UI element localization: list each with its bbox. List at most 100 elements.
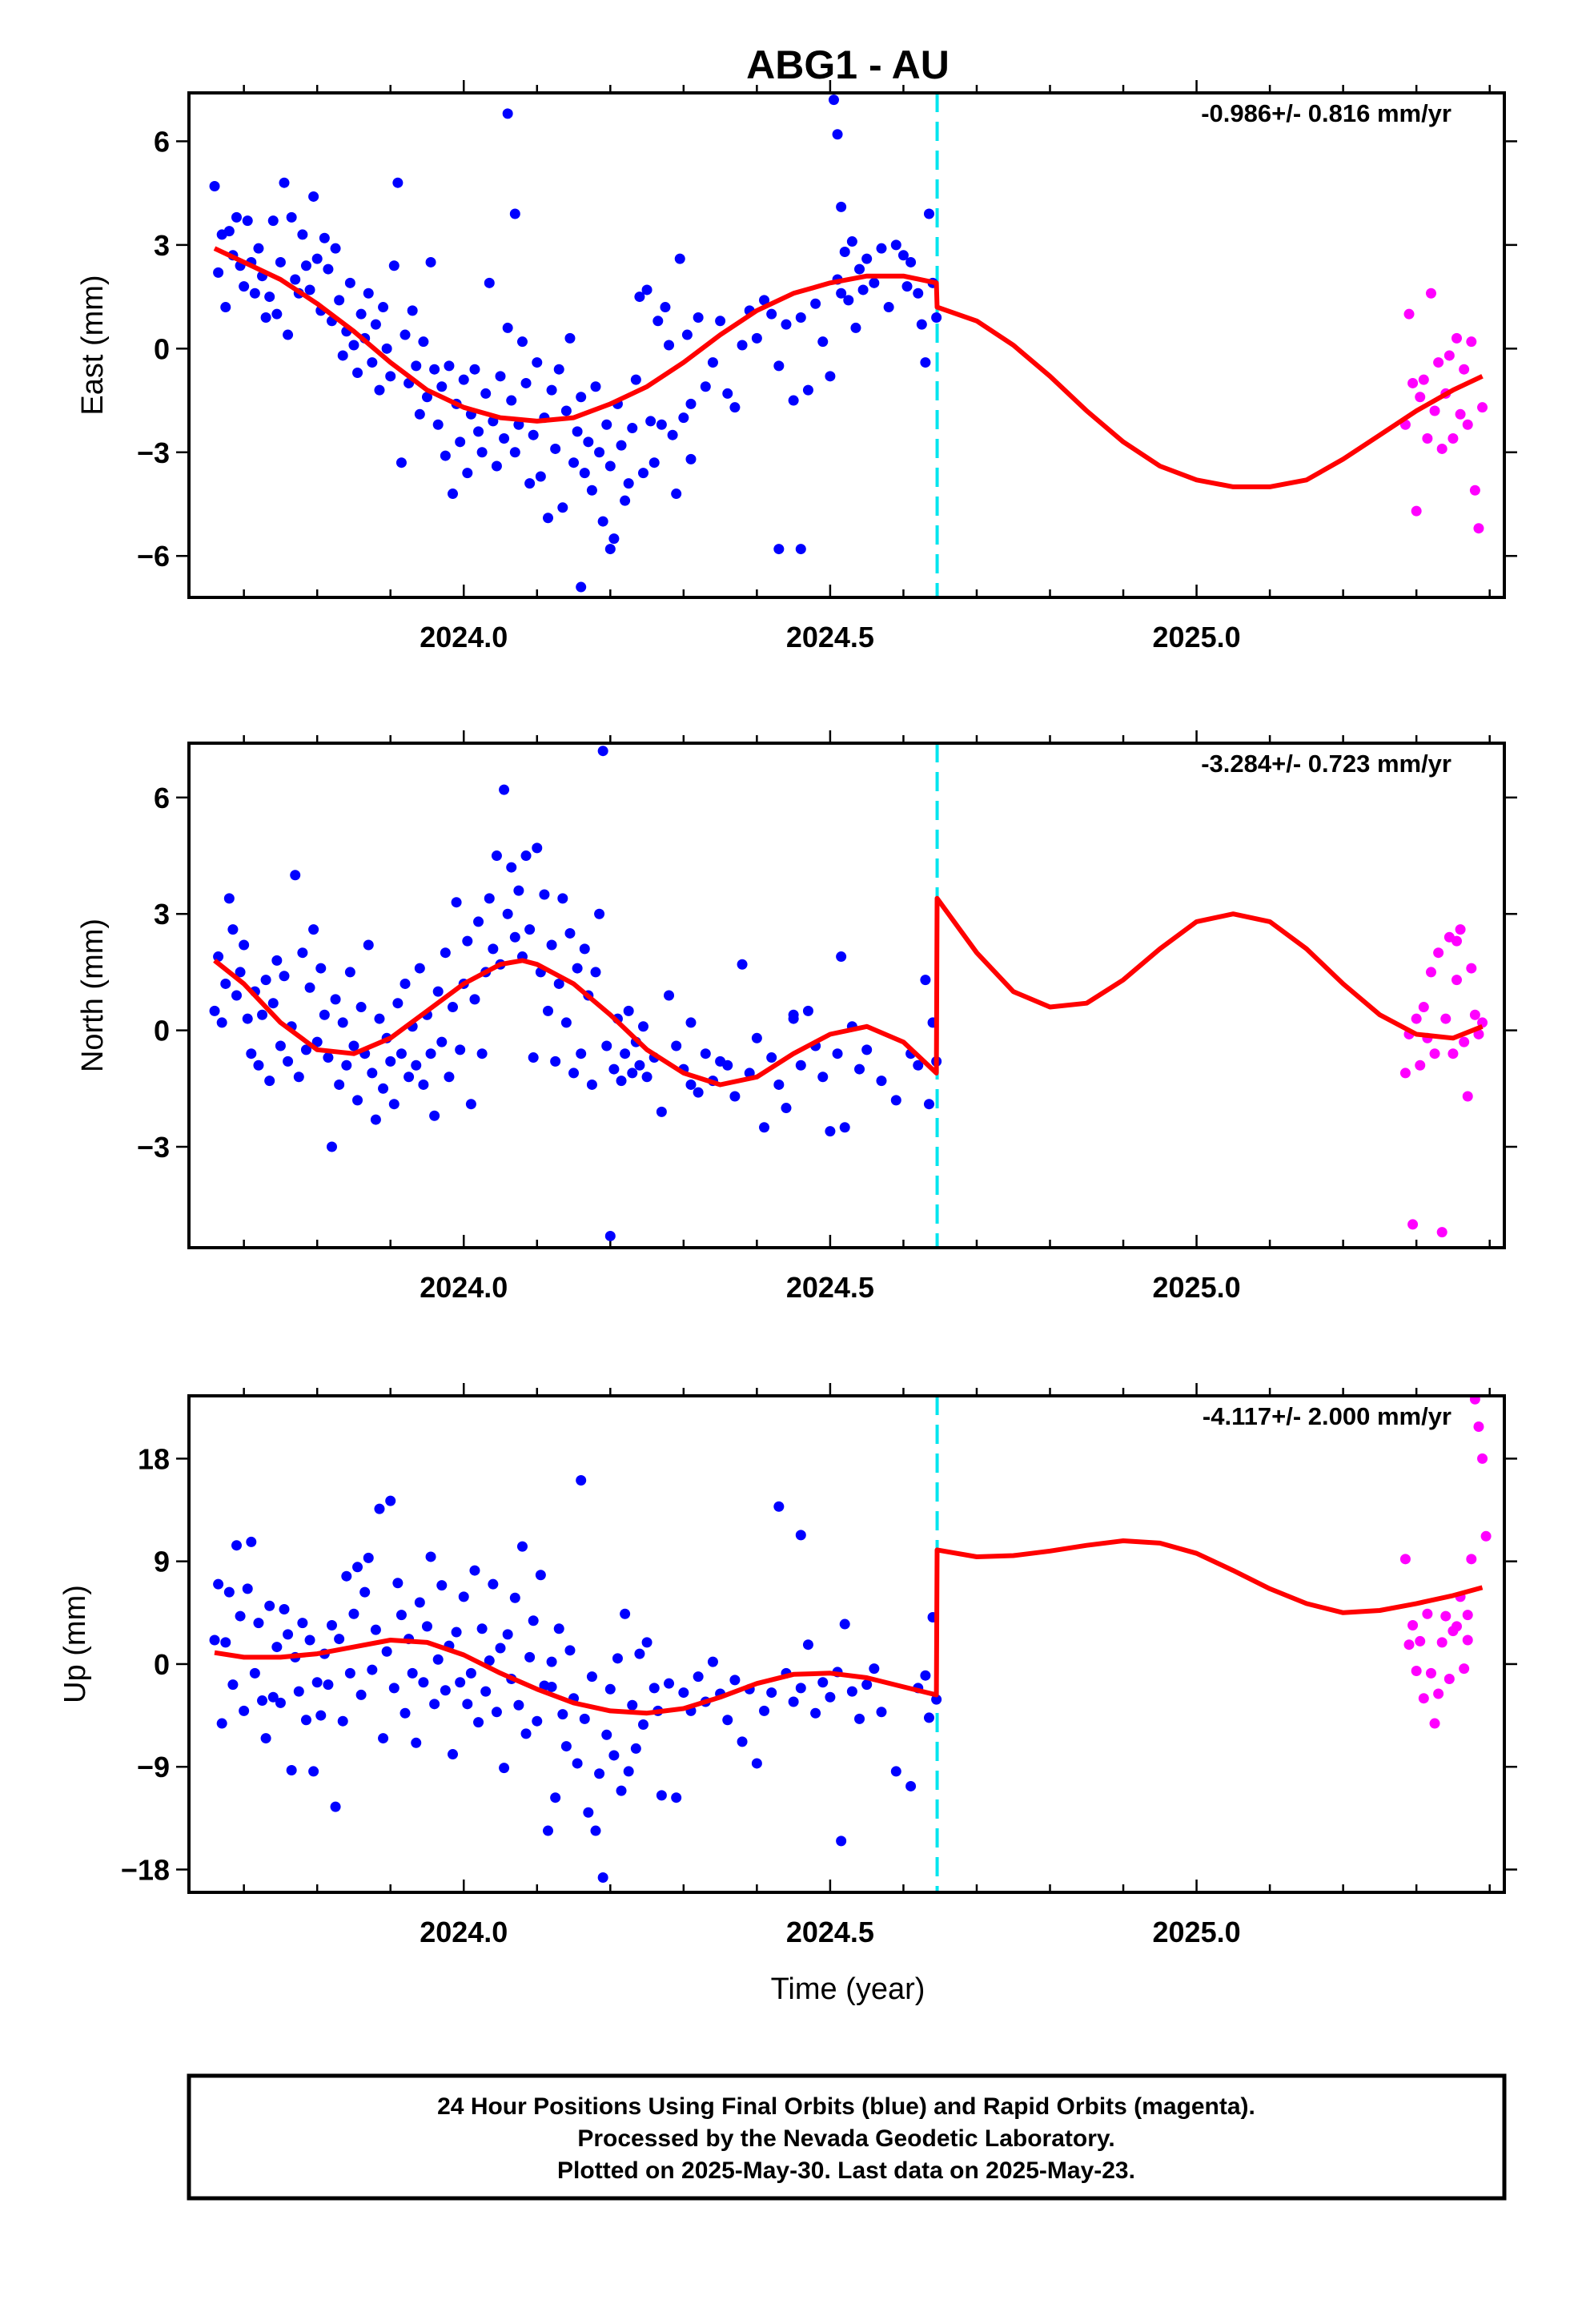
north-x-tick-label: 2025.0 [1153, 1271, 1241, 1304]
north-final-point [436, 1036, 448, 1047]
up-final-point [620, 1608, 631, 1619]
up-x-tick-label: 2024.0 [420, 1916, 508, 1948]
north-y-tick-label: −3 [137, 1131, 170, 1164]
north-rapid-point [1462, 1091, 1473, 1102]
north-final-point [308, 924, 319, 935]
up-final-point [323, 1679, 334, 1691]
up-final-point [363, 1552, 374, 1563]
north-final-point [432, 986, 444, 997]
east-final-point [367, 357, 378, 368]
north-final-point [337, 1017, 348, 1028]
north-final-point [513, 885, 524, 896]
up-final-point [641, 1637, 652, 1648]
east-y-tick-label: −6 [137, 540, 170, 573]
up-final-point [260, 1733, 271, 1744]
up-final-point [623, 1766, 634, 1777]
up-final-point [216, 1718, 227, 1729]
up-rapid-point [1422, 1608, 1433, 1619]
east-final-point [836, 287, 847, 299]
north-final-point [257, 1009, 268, 1020]
east-final-point [671, 489, 682, 500]
up-rapid-point [1418, 1693, 1429, 1704]
east-final-point [594, 447, 605, 458]
east-final-point [678, 412, 689, 424]
north-rapid-point [1455, 924, 1466, 935]
north-rapid-point [1436, 1227, 1447, 1238]
north-final-point [722, 1059, 733, 1071]
north-final-point [825, 1126, 836, 1137]
north-final-point [344, 967, 355, 978]
east-final-point [396, 457, 407, 468]
up-final-point [737, 1736, 748, 1747]
up-final-point [440, 1685, 451, 1696]
east-final-point [825, 371, 836, 382]
north-final-point [594, 908, 605, 919]
east-final-point [411, 360, 422, 372]
east-final-point [645, 416, 656, 427]
up-rapid-point [1473, 1421, 1484, 1432]
north-rapid-point [1452, 975, 1463, 986]
east-final-point [810, 298, 821, 309]
east-final-point [890, 239, 901, 251]
east-final-point [597, 516, 608, 527]
up-final-point [509, 1592, 520, 1603]
up-final-point [550, 1792, 561, 1803]
north-final-point [656, 1106, 667, 1117]
up-final-point [817, 1677, 829, 1688]
east-final-point [773, 360, 785, 372]
north-final-point [502, 908, 513, 919]
east-rapid-point [1407, 377, 1419, 388]
up-ticks [176, 1383, 1517, 1892]
north-final-point [781, 1103, 792, 1114]
north-final-point [532, 842, 543, 854]
up-final-point [751, 1758, 762, 1769]
east-final-point [509, 447, 520, 458]
east-frame [187, 91, 1506, 599]
east-final-point [846, 236, 857, 247]
up-final-point [532, 1715, 543, 1727]
east-final-point [781, 319, 792, 330]
east-final-point [275, 256, 286, 267]
east-final-point [448, 489, 459, 500]
up-final-point [572, 1758, 583, 1769]
east-final-point [355, 308, 367, 320]
north-rapid-point [1447, 1048, 1459, 1059]
east-final-point [550, 443, 561, 454]
east-final-point [923, 208, 934, 219]
up-final-point [516, 1541, 528, 1552]
north-frame [187, 742, 1506, 1249]
up-final-point [458, 1591, 469, 1602]
north-final-point [315, 963, 327, 974]
east-final-point [469, 364, 480, 375]
east-final-point [535, 471, 546, 482]
east-rapid-point [1411, 505, 1422, 517]
up-final-point [407, 1667, 418, 1679]
up-final-point [557, 1709, 568, 1720]
east-final-point [854, 263, 865, 275]
north-final-point [396, 1048, 407, 1059]
north-final-point [213, 951, 224, 963]
east-rapid-point [1429, 405, 1440, 416]
east-final-point [509, 208, 520, 219]
up-final-point [451, 1626, 462, 1638]
north-final-point [499, 784, 510, 795]
up-final-point [267, 1691, 279, 1703]
up-final-point [543, 1825, 554, 1836]
up-final-point [608, 1750, 620, 1761]
up-final-point [223, 1586, 235, 1598]
up-y-tick-label: 18 [138, 1442, 170, 1475]
east-final-point [352, 368, 363, 379]
east-y-axis-label: East (mm) [76, 275, 110, 415]
east-final-point [370, 319, 381, 330]
north-model-curve [213, 895, 1484, 1088]
east-final-point [300, 260, 311, 271]
north-rate-label: -3.284+/- 0.723 mm/yr [1201, 750, 1452, 778]
east-final-point [283, 329, 294, 340]
up-final-point [601, 1729, 612, 1740]
up-final-point [315, 1710, 327, 1721]
north-rapid-point [1415, 1059, 1426, 1071]
east-final-point [421, 392, 432, 403]
north-final-point [590, 967, 601, 978]
up-final-point [795, 1530, 806, 1541]
north-final-point [378, 1083, 389, 1094]
